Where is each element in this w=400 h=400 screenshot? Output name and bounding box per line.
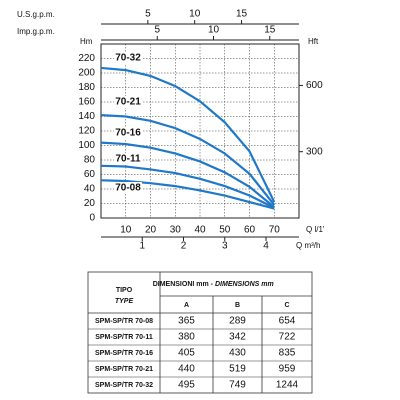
table-cell: SPM-SP/TR 70-08 [95,318,153,325]
y2-tick-label: 300 [306,146,323,157]
y-tick-label: 40 [84,184,96,195]
table-cell: SPM-SP/TR 70-32 [95,382,153,389]
curve-label: 70-32 [115,53,141,64]
table-type-it: TIPO [116,287,133,294]
curve-label: 70-11 [115,154,140,165]
x-axis-label: Q l/1' [306,225,325,234]
table-dims-it: DIMENSIONI mm - [153,281,214,288]
secondary-tick-label: 3 [222,241,228,252]
table-cell: 342 [229,332,246,343]
curve [100,179,275,210]
x-tick-label: 20 [145,225,157,236]
secondary-tick-label: 4 [263,241,269,252]
table-col-header: B [235,302,240,309]
x-tick-label: 30 [170,225,182,236]
curve [100,141,275,208]
table-cell: 722 [279,332,296,343]
y-tick-label: 180 [78,82,95,93]
y-tick-label: 20 [84,198,96,209]
table-border [87,271,313,394]
secondary-tick-label: 5 [145,9,151,20]
table-col-header: A [184,302,189,309]
y-tick-label: 200 [78,68,95,79]
secondary-tick-label: 2 [181,241,187,252]
table-cell: 495 [178,380,195,391]
x-tick-label: 40 [194,225,206,236]
curve-label-box [114,127,142,139]
table-cell: 749 [229,380,246,391]
table-cell: 380 [178,332,195,343]
table-cell: SPM-SP/TR 70-16 [95,350,153,357]
curve-label-box [114,52,142,64]
table-type-en: TYPE [115,298,134,305]
table-cell: 959 [279,364,296,375]
y-tick-label: 60 [84,169,96,180]
x-tick-label: 50 [219,225,231,236]
x2-axis-label: Q m³/h [296,241,320,250]
table-col-header: C [284,302,289,309]
y-tick-label: 160 [78,97,95,108]
table-cell: SPM-SP/TR 70-21 [95,366,153,373]
table-cell: 365 [178,316,195,327]
us-gpm-label: U.S.g.p.m. [17,10,55,19]
table-cell: SPM-SP/TR 70-11 [95,334,153,341]
y-axis-label: Hm [80,37,93,46]
table-cell: 654 [279,316,296,327]
x-tick-label: 70 [269,225,281,236]
table-cell: 835 [279,348,296,359]
curve [100,66,276,203]
y2-tick-label: 600 [306,80,323,91]
imp-gpm-label: Imp.g.p.m. [17,27,55,36]
table-cell: 405 [178,348,195,359]
y-tick-label: 80 [84,155,96,166]
table-cell: 519 [229,364,246,375]
y-tick-label: 120 [78,126,95,137]
table-cell: 289 [229,316,246,327]
y-tick-label: 0 [89,213,95,224]
curve-label: 70-08 [115,183,141,194]
curve-label-box [114,96,142,108]
secondary-tick-label: 10 [189,9,201,20]
curve-label-box [114,182,142,194]
curve-label-box [114,153,142,165]
x-tick-label: 60 [244,225,256,236]
secondary-tick-label: 1 [139,241,145,252]
y-tick-label: 220 [78,53,95,64]
curve-label: 70-21 [115,97,141,108]
secondary-tick-label: 15 [236,9,248,20]
curve [100,164,275,209]
secondary-tick-label: 5 [154,25,160,36]
table-cell: 440 [178,364,195,375]
table-cell: 430 [229,348,246,359]
curve-label: 70-16 [115,128,141,139]
table-cell: 1244 [276,380,299,391]
table-dims-en: DIMENSIONS mm [215,281,274,288]
curve [100,113,276,206]
y-tick-label: 140 [78,111,95,122]
table: TIPO TYPE DIMENSIONI mm - DIMENSIONS mm [87,271,313,394]
y2-axis-label: Hft [308,37,319,46]
y-tick-label: 100 [78,140,95,151]
secondary-tick-label: 10 [208,25,220,36]
secondary-tick-label: 15 [264,25,276,36]
x-tick-label: 10 [120,225,132,236]
